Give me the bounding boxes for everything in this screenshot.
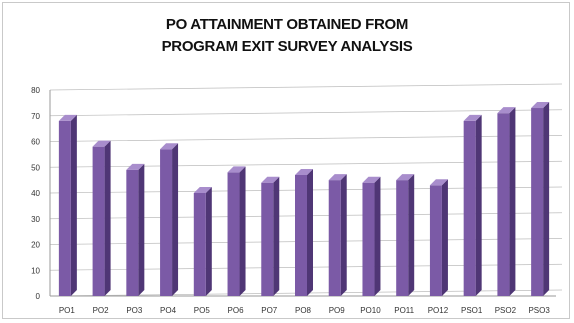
x-tick-label: PO8 <box>295 306 312 315</box>
bar <box>295 168 313 296</box>
bar-front <box>227 172 240 296</box>
bar-top <box>429 179 448 186</box>
bar-top <box>295 168 313 175</box>
y-tick-label: 30 <box>31 215 40 224</box>
chart-title-line-2: PROGRAM EXIT SURVEY ANALYSIS <box>161 38 413 55</box>
bar <box>497 107 516 296</box>
bar-front <box>497 113 510 296</box>
bar-front <box>362 182 375 296</box>
bar-front <box>328 180 341 296</box>
bar-top <box>531 102 550 109</box>
bar-top <box>396 174 415 181</box>
gridline <box>49 109 563 117</box>
bar-side <box>307 168 313 296</box>
bar-front <box>396 180 409 296</box>
y-tick-label: 40 <box>31 189 40 198</box>
bar-top <box>261 176 280 183</box>
x-tick-label: PSO3 <box>528 306 550 315</box>
x-tick-label: PO6 <box>228 306 245 315</box>
bar-front <box>531 108 544 297</box>
y-tick-label: 50 <box>31 163 40 172</box>
y-tick-label: 0 <box>36 292 41 301</box>
x-tick-label: PO9 <box>329 306 346 315</box>
bar-top <box>58 114 77 121</box>
x-tick-label: PO12 <box>428 306 449 315</box>
bar-side <box>543 102 550 297</box>
bar-top <box>227 166 246 173</box>
bar-front <box>295 174 307 296</box>
bar-side <box>340 174 347 296</box>
bar <box>396 174 415 296</box>
x-tick-label: PO7 <box>261 306 278 315</box>
gridline <box>49 160 563 168</box>
x-tick-label: PO1 <box>59 306 76 315</box>
bar-side <box>172 143 179 296</box>
bar-side <box>273 176 280 296</box>
bar-top <box>92 140 111 147</box>
bar <box>328 174 347 296</box>
bar <box>193 187 212 296</box>
bar-side <box>475 114 482 297</box>
bar-front <box>160 149 173 296</box>
y-tick-label: 70 <box>31 112 40 121</box>
gridline <box>49 83 563 91</box>
chart-title-line-1: PO ATTAINMENT OBTAINED FROM <box>165 16 409 33</box>
x-tick-label: PO5 <box>194 306 211 315</box>
x-tick-label: PSO2 <box>495 306 517 315</box>
bar <box>160 143 179 296</box>
bar-side <box>205 187 212 296</box>
y-tick-label: 20 <box>31 241 40 250</box>
x-tick-label: PO11 <box>394 306 414 315</box>
bar-top <box>362 176 381 183</box>
x-tick-label: PO3 <box>126 306 143 315</box>
bar-front <box>463 120 476 297</box>
bar-top <box>463 114 482 121</box>
bar <box>531 102 550 297</box>
bar-side <box>374 176 381 296</box>
bar-side <box>239 166 246 296</box>
bar-front <box>92 146 105 296</box>
bar-side <box>138 163 145 296</box>
bar-top <box>160 143 179 150</box>
bar-side <box>70 114 77 297</box>
bar-front <box>126 169 139 296</box>
bar <box>227 166 246 296</box>
bar-top <box>328 174 347 181</box>
y-tick-label: 80 <box>31 86 40 95</box>
bar <box>92 140 111 296</box>
bar-side <box>408 174 415 296</box>
chart-title: PO ATTAINMENT OBTAINED FROM PROGRAM EXIT… <box>0 14 574 58</box>
x-tick-label: PO4 <box>160 306 177 315</box>
bar-front <box>261 182 274 296</box>
x-tick-label: PSO1 <box>461 306 483 315</box>
bar <box>362 176 381 296</box>
bar-top <box>126 163 145 170</box>
bar-front <box>193 193 206 296</box>
y-tick-label: 10 <box>31 266 40 275</box>
bar-side <box>104 140 111 296</box>
x-tick-label: PO2 <box>93 306 110 315</box>
bar-front <box>58 120 71 297</box>
bar <box>463 114 482 297</box>
x-tick-label: PO10 <box>360 306 381 315</box>
bar <box>58 114 77 297</box>
bar <box>126 163 145 296</box>
bar-top <box>497 107 516 114</box>
bar-side <box>441 179 448 296</box>
bar-front <box>429 185 442 296</box>
bar <box>429 179 448 296</box>
bar <box>261 176 280 296</box>
bar-top <box>193 187 212 193</box>
y-tick-label: 60 <box>31 138 40 147</box>
bar-side <box>509 107 516 296</box>
gridline <box>49 135 563 142</box>
